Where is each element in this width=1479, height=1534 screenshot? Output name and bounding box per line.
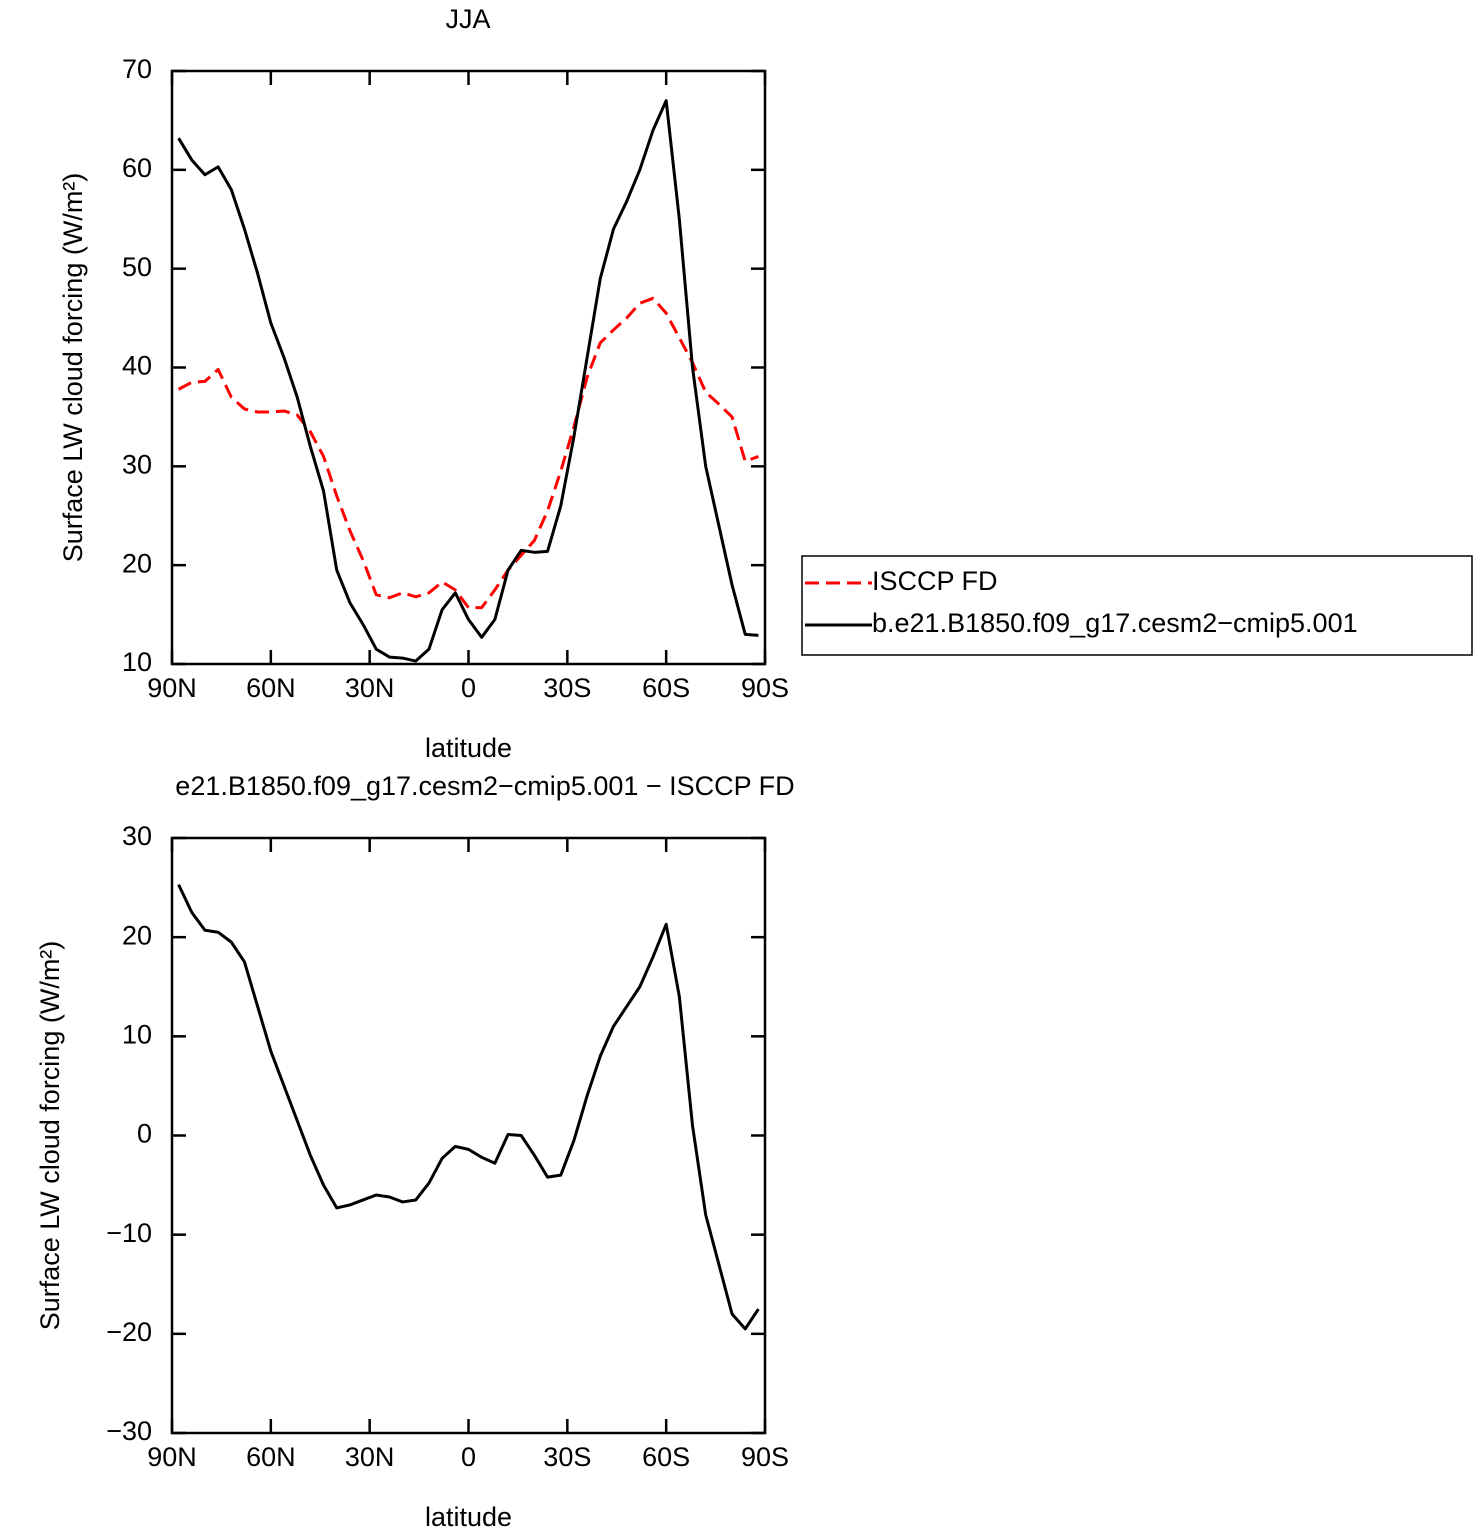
y-tick-label: −20 [106, 1317, 152, 1347]
chart-title: e21.B1850.f09_g17.cesm2−cmip5.001 − ISCC… [175, 771, 794, 801]
x-tick-label: 30S [543, 1442, 591, 1472]
x-tick-label: 90S [741, 673, 789, 703]
y-tick-label: 30 [122, 821, 152, 851]
y-tick-label: 10 [122, 647, 152, 677]
legend-label: b.e21.B1850.f09_g17.cesm2−cmip5.001 [872, 608, 1358, 638]
data-line [177, 296, 759, 610]
x-tick-label: 60S [642, 673, 690, 703]
y-tick-label: 30 [122, 449, 152, 479]
x-tick-label: 60N [246, 673, 296, 703]
y-tick-label: −10 [106, 1218, 152, 1248]
y-axis-label: Surface LW cloud forcing (W/m²) [35, 941, 65, 1331]
y-tick-label: 20 [122, 548, 152, 578]
legend-box [801, 555, 1473, 656]
y-tick-label: 40 [122, 351, 152, 381]
x-tick-label: 90N [147, 673, 197, 703]
x-tick-label: 60N [246, 1442, 296, 1472]
y-tick-label: 0 [137, 1119, 152, 1149]
y-tick-label: 60 [122, 153, 152, 183]
y-tick-label: 70 [122, 54, 152, 84]
plot-frame [170, 69, 767, 666]
data-line [177, 99, 759, 663]
y-axis-label: Surface LW cloud forcing (W/m²) [58, 173, 88, 563]
x-tick-label: 0 [461, 673, 476, 703]
legend-label: ISCCP FD [872, 566, 998, 596]
x-axis-label: latitude [425, 733, 512, 763]
data-line [177, 883, 760, 1331]
x-tick-label: 30N [345, 673, 395, 703]
x-tick-label: 30N [345, 1442, 395, 1472]
x-tick-label: 60S [642, 1442, 690, 1472]
y-tick-label: 20 [122, 920, 152, 950]
x-tick-label: 30S [543, 673, 591, 703]
y-tick-label: −30 [106, 1416, 152, 1446]
x-axis-label: latitude [425, 1502, 512, 1532]
y-tick-label: 50 [122, 252, 152, 282]
plot-frame [170, 836, 767, 1435]
x-tick-label: 0 [461, 1442, 476, 1472]
y-tick-label: 10 [122, 1019, 152, 1049]
x-tick-label: 90N [147, 1442, 197, 1472]
x-tick-label: 90S [741, 1442, 789, 1472]
chart-title: JJA [445, 4, 490, 34]
